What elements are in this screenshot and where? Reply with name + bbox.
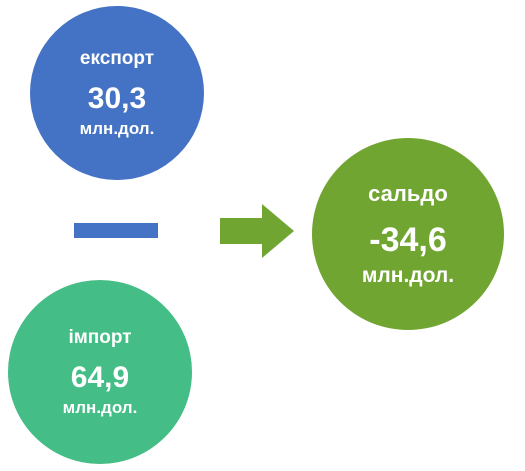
minus-icon [74,223,158,238]
arrow-right-icon [220,204,294,258]
import-unit: млн.дол. [62,398,138,417]
export-label: експорт [79,48,155,69]
export-unit: млн.дол. [79,119,155,138]
export-value: 30,3 [87,82,147,115]
balance-label: сальдо [368,180,448,206]
import-value: 64,9 [70,361,130,394]
balance-value: -34,6 [369,220,447,259]
import-label: імпорт [68,327,132,348]
balance-circle: сальдо -34,6 млн.дол. [312,138,504,330]
export-circle: експорт 30,3 млн.дол. [30,6,204,180]
balance-unit: млн.дол. [361,263,455,287]
import-circle: імпорт 64,9 млн.дол. [8,280,192,464]
